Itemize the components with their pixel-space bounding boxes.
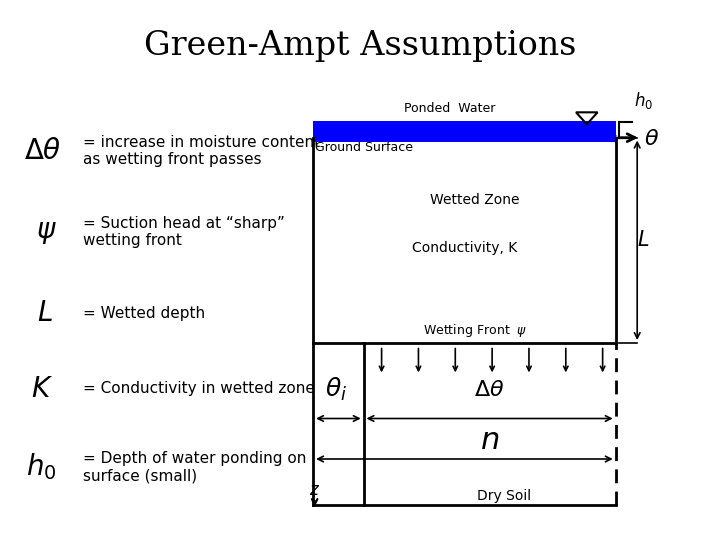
- Text: = Depth of water ponding on
surface (small): = Depth of water ponding on surface (sma…: [83, 451, 306, 483]
- Text: $\theta$: $\theta$: [644, 129, 660, 150]
- Text: Wetting Front  $\psi$: Wetting Front $\psi$: [423, 322, 527, 339]
- Text: = Conductivity in wetted zone: = Conductivity in wetted zone: [83, 381, 315, 396]
- Text: Conductivity, K: Conductivity, K: [412, 241, 517, 255]
- Text: $L$: $L$: [37, 299, 53, 327]
- Text: Ponded  Water: Ponded Water: [405, 102, 495, 114]
- Bar: [313, 122, 616, 138]
- Text: = increase in moisture content
as wetting front passes: = increase in moisture content as wettin…: [83, 135, 320, 167]
- Text: Green-Ampt Assumptions: Green-Ampt Assumptions: [144, 30, 576, 62]
- Text: $n$: $n$: [480, 426, 499, 455]
- Text: = Wetted depth: = Wetted depth: [83, 306, 205, 321]
- Text: $z$: $z$: [309, 481, 320, 499]
- Text: $L$: $L$: [636, 230, 649, 251]
- Text: $\theta_i$: $\theta_i$: [325, 376, 347, 403]
- Text: $\Delta\theta$: $\Delta\theta$: [24, 137, 62, 165]
- Text: $K$: $K$: [31, 375, 53, 403]
- Text: $h_0$: $h_0$: [27, 451, 57, 483]
- Text: $\Delta\theta$: $\Delta\theta$: [474, 380, 505, 400]
- Text: Ground Surface: Ground Surface: [315, 141, 413, 154]
- Text: = Suction head at “sharp”
wetting front: = Suction head at “sharp” wetting front: [83, 216, 284, 248]
- Text: $h_0$: $h_0$: [634, 91, 653, 111]
- Text: $\psi$: $\psi$: [37, 218, 57, 246]
- Text: Wetted Zone: Wetted Zone: [431, 193, 520, 207]
- Text: Dry Soil: Dry Soil: [477, 489, 531, 503]
